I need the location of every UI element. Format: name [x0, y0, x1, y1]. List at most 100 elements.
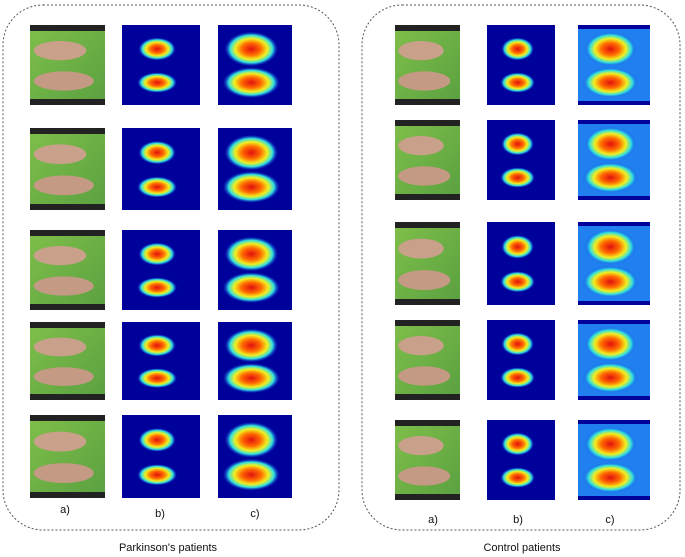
photo-band [30, 322, 105, 328]
photo-band [395, 394, 460, 400]
hand [398, 238, 444, 259]
photo-band [30, 230, 105, 236]
hand [398, 71, 451, 91]
heat-blob [138, 427, 176, 452]
photo-band [30, 415, 105, 421]
heat-blob [224, 421, 278, 458]
heat-blob [138, 140, 176, 165]
hand [33, 71, 94, 91]
hand [33, 367, 94, 386]
heat-blob [224, 236, 278, 272]
hand [398, 136, 444, 156]
heat-blob [500, 271, 536, 293]
hand [398, 336, 444, 356]
heat-blob [501, 432, 534, 456]
heat-blob [222, 67, 280, 98]
hand [398, 466, 451, 486]
heat-blob [501, 132, 534, 156]
panel-caption: Parkinson's patients [119, 542, 218, 554]
photo-band [395, 25, 460, 31]
heat-blob [582, 162, 639, 193]
photo-band [30, 128, 105, 134]
hand [398, 166, 451, 186]
heatmap [487, 420, 555, 500]
hand [398, 270, 451, 291]
heat-blob [137, 464, 178, 486]
heat-blob [138, 37, 176, 61]
heatmap [122, 322, 200, 400]
hand [33, 431, 87, 452]
heat-blob [582, 362, 639, 393]
heat-blob [137, 176, 178, 198]
heat-blob [222, 363, 280, 394]
heat-blob [584, 426, 637, 462]
photo [395, 320, 460, 400]
photo [30, 25, 105, 105]
panel-frame [2, 4, 340, 531]
photo-band [395, 494, 460, 500]
heatmap [122, 230, 200, 310]
heatmap [487, 222, 555, 305]
photo-band [30, 492, 105, 498]
heatmap [487, 25, 555, 105]
column-label: c) [605, 514, 614, 526]
hand [398, 366, 451, 386]
photo-band [395, 222, 460, 228]
heat-blob [582, 265, 639, 298]
heat-blob [137, 72, 178, 93]
photo [395, 222, 460, 305]
hand [33, 41, 87, 61]
heatmap [487, 120, 555, 200]
heat-blob [138, 334, 176, 357]
heat-blob [500, 467, 536, 488]
hand [33, 463, 94, 484]
photo-band [30, 204, 105, 210]
heat-blob [584, 326, 637, 362]
heat-blob [582, 462, 639, 493]
column-label: b) [513, 514, 523, 526]
hand [33, 175, 94, 196]
photo [30, 415, 105, 498]
photo [30, 230, 105, 310]
heatmap [487, 320, 555, 400]
heat-blob [137, 368, 178, 389]
heat-blob [584, 228, 637, 265]
photo-band [395, 299, 460, 305]
heat-blob [222, 272, 280, 303]
hand [33, 337, 87, 357]
photo-band [30, 394, 105, 400]
column-label: a) [428, 514, 438, 526]
heat-blob [222, 171, 280, 203]
photo-band [395, 99, 460, 105]
heat-blob [584, 126, 637, 162]
photo [395, 120, 460, 200]
heat-blob [137, 277, 178, 298]
heat-blob [582, 67, 639, 98]
photo-band [30, 25, 105, 31]
photo-band [395, 420, 460, 426]
heat-blob [500, 72, 536, 93]
heat-blob [501, 234, 534, 259]
heat-blob [224, 328, 278, 363]
column-label: a) [60, 504, 70, 516]
photo [30, 128, 105, 210]
column-label: c) [250, 508, 259, 520]
photo-band [395, 320, 460, 326]
photo [30, 322, 105, 400]
heat-blob [584, 31, 637, 67]
photo [395, 420, 460, 500]
photo-band [395, 120, 460, 126]
heatmap [122, 128, 200, 210]
hand [33, 246, 87, 266]
heat-blob [224, 134, 278, 171]
heat-blob [501, 332, 534, 356]
heat-blob [500, 367, 536, 388]
column-label: b) [155, 508, 165, 520]
hand [33, 144, 87, 165]
photo-band [30, 304, 105, 310]
heatmap [122, 415, 200, 498]
heat-blob [224, 31, 278, 67]
hand [33, 276, 94, 296]
photo [395, 25, 460, 105]
